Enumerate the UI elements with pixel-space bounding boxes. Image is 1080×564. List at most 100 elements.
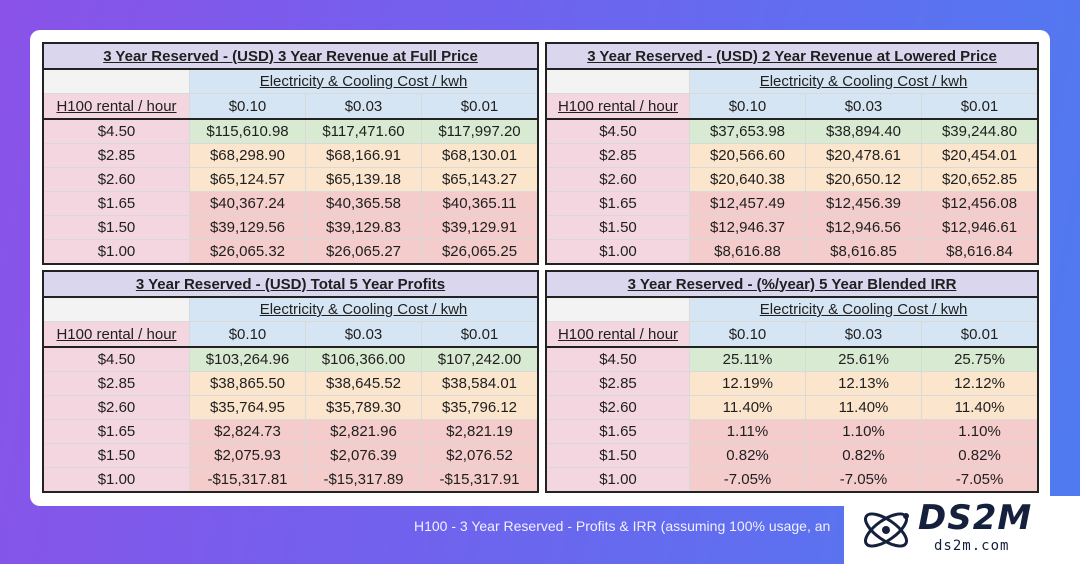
cost-column-header: $0.10 (189, 321, 306, 348)
table-row: $2.60 $65,124.57 $65,139.18 $65,143.27 (43, 167, 539, 192)
table-revenue-lowered-price: 3 Year Reserved - (USD) 2 Year Revenue a… (544, 42, 1040, 265)
table-row: $1.00 $8,616.88 $8,616.85 $8,616.84 (546, 239, 1039, 264)
table-row: $2.85 $38,865.50 $38,645.52 $38,584.01 (43, 371, 538, 396)
value-cell: $106,366.00 (305, 346, 422, 372)
value-cell: -$15,317.81 (189, 467, 306, 492)
cost-column-header: $0.10 (689, 321, 806, 348)
value-cell: 0.82% (805, 443, 922, 468)
rental-rate-cell: $1.00 (546, 239, 690, 264)
table-total-profits: 3 Year Reserved - (USD) Total 5 Year Pro… (42, 270, 539, 493)
value-cell: $65,143.27 (420, 167, 539, 192)
value-cell: $38,865.50 (189, 371, 306, 396)
image-caption: H100 - 3 Year Reserved - Profits & IRR (… (414, 518, 831, 534)
rental-rate-cell: $1.00 (43, 239, 190, 264)
value-cell: $12,946.61 (920, 215, 1039, 240)
rental-rate-cell: $4.50 (546, 118, 690, 144)
value-cell: $20,650.12 (805, 167, 922, 192)
value-cell: $8,616.85 (805, 239, 922, 264)
rental-rate-cell: $4.50 (43, 346, 190, 372)
value-cell: $2,821.19 (421, 419, 538, 444)
cost-header: Electricity & Cooling Cost / kwh (688, 68, 1039, 94)
table-row: $1.65 1.11% 1.10% 1.10% (546, 419, 1039, 444)
table-row: $1.50 $2,075.93 $2,076.39 $2,076.52 (43, 443, 538, 468)
value-cell: $12,946.56 (805, 215, 922, 240)
value-cell: 1.10% (920, 419, 1039, 444)
value-cell: $35,764.95 (189, 395, 306, 420)
value-cell: -$15,317.89 (305, 467, 422, 492)
rental-rate-cell: $2.85 (43, 143, 190, 168)
corner-cell (43, 296, 190, 322)
table-title: 3 Year Reserved - (%/year) 5 Year Blende… (545, 271, 1039, 298)
value-cell: -7.05% (805, 467, 922, 492)
value-cell: 1.10% (805, 419, 922, 444)
value-cell: $2,076.52 (421, 443, 538, 468)
table-row: $2.60 11.40% 11.40% 11.40% (546, 395, 1039, 420)
value-cell: -7.05% (920, 467, 1039, 492)
rental-rate-cell: $1.50 (546, 443, 690, 468)
rental-rate-cell: $2.60 (43, 167, 190, 192)
corner-cell (546, 68, 690, 94)
logo-url-text: ds2m.com (934, 538, 1010, 554)
value-cell: $68,166.91 (305, 143, 422, 168)
value-cell: 12.19% (689, 371, 806, 396)
table-blended-irr: 3 Year Reserved - (%/year) 5 Year Blende… (544, 270, 1040, 493)
table-row: $2.85 $20,566.60 $20,478.61 $20,454.01 (546, 143, 1039, 168)
value-cell: $35,789.30 (305, 395, 422, 420)
rental-rate-cell: $4.50 (43, 118, 190, 144)
rental-rate-cell: $2.60 (546, 395, 690, 420)
value-cell: 11.40% (689, 395, 806, 420)
value-cell: $39,244.80 (920, 118, 1039, 144)
rental-rate-cell: $1.50 (546, 215, 690, 240)
row-header: H100 rental / hour (546, 93, 690, 120)
cost-column-header: $0.03 (805, 93, 922, 120)
rental-rate-cell: $2.85 (546, 143, 690, 168)
table-row: $4.50 25.11% 25.61% 25.75% (546, 346, 1039, 372)
table-title: 3 Year Reserved - (USD) 2 Year Revenue a… (545, 43, 1039, 70)
table-row: $2.85 $68,298.90 $68,166.91 $68,130.01 (43, 143, 539, 168)
value-cell: 11.40% (805, 395, 922, 420)
table-row: $2.85 12.19% 12.13% 12.12% (546, 371, 1039, 396)
value-cell: 0.82% (920, 443, 1039, 468)
rental-rate-cell: $1.65 (546, 419, 690, 444)
table-row: $1.50 0.82% 0.82% 0.82% (546, 443, 1039, 468)
table-row: $4.50 $37,653.98 $38,894.40 $39,244.80 (546, 118, 1039, 144)
table-row: $2.60 $20,640.38 $20,650.12 $20,652.85 (546, 167, 1039, 192)
value-cell: $2,821.96 (305, 419, 422, 444)
value-cell: $40,365.58 (305, 191, 422, 216)
table-title: 3 Year Reserved - (USD) Total 5 Year Pro… (43, 271, 538, 298)
rental-rate-cell: $1.50 (43, 215, 190, 240)
rental-rate-cell: $2.60 (546, 167, 690, 192)
atom-logo-icon (858, 502, 914, 563)
value-cell: $12,457.49 (689, 191, 806, 216)
table-row: $2.60 $35,764.95 $35,789.30 $35,796.12 (43, 395, 538, 420)
value-cell: $20,566.60 (689, 143, 806, 168)
value-cell: $65,124.57 (189, 167, 306, 192)
value-cell: $38,894.40 (805, 118, 922, 144)
value-cell: $37,653.98 (689, 118, 806, 144)
cost-header: Electricity & Cooling Cost / kwh (189, 296, 538, 322)
row-header: H100 rental / hour (43, 93, 190, 120)
rental-rate-cell: $1.65 (546, 191, 690, 216)
rental-rate-cell: $1.00 (43, 467, 190, 492)
rental-rate-cell: $4.50 (546, 346, 690, 372)
value-cell: $20,454.01 (920, 143, 1039, 168)
value-cell: $38,645.52 (305, 371, 422, 396)
rental-rate-cell: $1.50 (43, 443, 190, 468)
table-row: $4.50 $115,610.98 $117,471.60 $117,997.20 (43, 118, 539, 144)
value-cell: $40,367.24 (189, 191, 306, 216)
value-cell: $39,129.83 (305, 215, 422, 240)
value-cell: -$15,317.91 (421, 467, 538, 492)
cost-column-header: $0.10 (689, 93, 806, 120)
cost-column-header: $0.03 (305, 321, 422, 348)
value-cell: $103,264.96 (189, 346, 306, 372)
value-cell: $2,824.73 (189, 419, 306, 444)
value-cell: $39,129.91 (420, 215, 539, 240)
corner-cell (546, 296, 690, 322)
value-cell: $2,075.93 (189, 443, 306, 468)
value-cell: 0.82% (689, 443, 806, 468)
value-cell: $26,065.25 (420, 239, 539, 264)
value-cell: $12,456.08 (920, 191, 1039, 216)
value-cell: $117,471.60 (305, 118, 422, 144)
row-header: H100 rental / hour (546, 321, 690, 348)
value-cell: $115,610.98 (189, 118, 306, 144)
